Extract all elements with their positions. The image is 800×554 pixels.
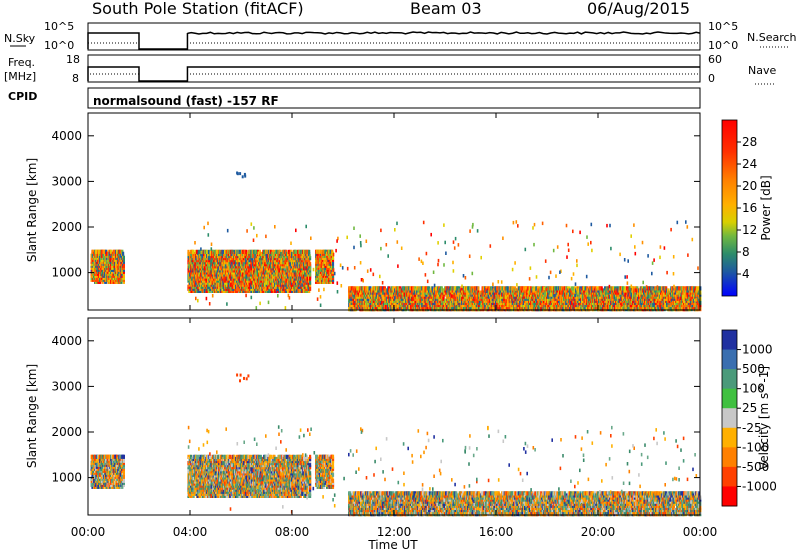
heatmap-cell	[477, 286, 480, 291]
nsearch-tick-bottom: 10^0	[708, 39, 738, 52]
heatmap-cell	[221, 249, 224, 254]
heatmap-cell	[435, 286, 438, 291]
heatmap-cell	[308, 249, 311, 254]
date-label: 06/Aug/2015	[587, 0, 690, 18]
nave-tick-bottom: 0	[708, 72, 715, 85]
heatmap-cell	[309, 280, 312, 285]
heatmap-cell	[122, 255, 125, 260]
nave-tick-top: 60	[708, 53, 722, 66]
heatmap-cell	[396, 307, 399, 312]
heatmap-cell	[356, 286, 359, 291]
heatmap-cell	[306, 276, 309, 281]
heatmap-cell	[295, 249, 298, 254]
heatmap-cell	[275, 249, 278, 254]
heatmap-cell	[462, 307, 465, 312]
freq-series	[87, 66, 700, 82]
freq-label-2: [MHz]	[4, 70, 36, 83]
station-title: South Pole Station (fitACF)	[92, 0, 304, 18]
heatmap-cell	[207, 249, 210, 254]
heatmap-cell	[309, 256, 312, 261]
nsky-tick-top: 10^5	[44, 20, 74, 33]
freq-panel: Freq. [MHz] 18 8 60 0 Nave	[4, 53, 776, 85]
cpid-text: normalsound (fast) -157 RF	[93, 94, 279, 108]
heatmap-cell	[236, 286, 239, 291]
heatmap-cell	[110, 249, 113, 254]
heatmap-cell	[122, 273, 125, 278]
heatmap-cell	[122, 251, 125, 256]
heatmap-cell	[309, 286, 312, 291]
heatmap-cell	[198, 249, 201, 254]
heatmap-cell	[119, 249, 122, 254]
cpid-label: CPID	[8, 90, 37, 103]
heatmap-cell	[192, 249, 195, 254]
nsky-series	[87, 31, 701, 50]
nsearch-series	[87, 42, 700, 50]
heatmap-cell	[331, 255, 335, 260]
heatmap-cell	[309, 262, 312, 267]
heatmap-cell	[428, 286, 431, 291]
heatmap-cell	[319, 275, 322, 280]
cpid-panel	[87, 87, 701, 109]
beam-label: Beam 03	[410, 0, 482, 18]
nave-series	[87, 73, 700, 82]
power-marks	[90, 171, 702, 312]
heatmap-cell	[403, 286, 406, 291]
heatmap-cell	[113, 249, 116, 254]
freq-tick-bottom: 8	[72, 72, 79, 85]
heatmap-cell	[442, 296, 445, 301]
heatmap-cell	[195, 249, 199, 254]
nave-label: Nave	[748, 64, 776, 77]
heatmap-cell	[331, 261, 335, 266]
nsearch-label: N.Search	[747, 31, 797, 44]
heatmap-cell	[122, 263, 125, 268]
nsky-label: N.Sky	[4, 32, 36, 45]
heatmap-cell	[382, 290, 385, 295]
heatmap-cell	[206, 249, 209, 254]
heatmap-cell	[194, 262, 197, 267]
heatmap-cell	[331, 265, 335, 270]
freq-tick-top: 18	[66, 53, 80, 66]
nsky-tick-bottom: 10^0	[44, 39, 74, 52]
nsearch-tick-top: 10^5	[708, 20, 738, 33]
freq-label-1: Freq.	[8, 56, 35, 69]
nsky-panel: N.Sky 10^5 10^0 10^5 10^0 N.Search	[4, 20, 797, 52]
